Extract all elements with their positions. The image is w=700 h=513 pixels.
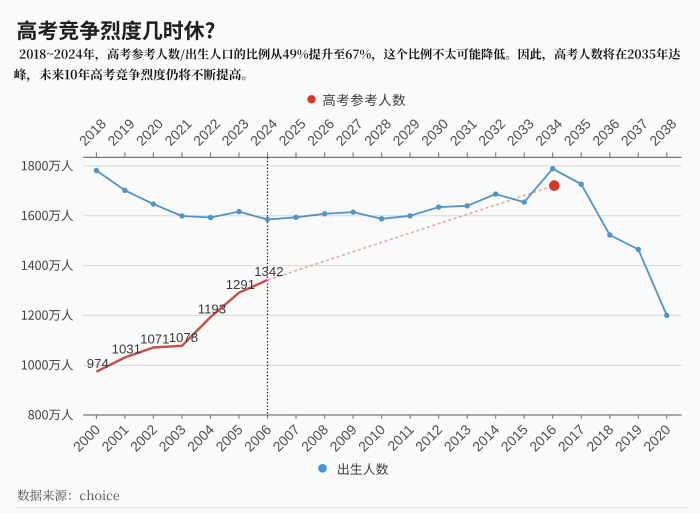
svg-text:2023: 2023 [218, 115, 251, 148]
svg-text:2020: 2020 [640, 421, 673, 454]
svg-text:2012: 2012 [412, 421, 445, 454]
svg-text:2020: 2020 [133, 115, 166, 148]
svg-text:2028: 2028 [361, 115, 394, 148]
svg-text:2011: 2011 [384, 421, 417, 454]
svg-text:2004: 2004 [184, 421, 217, 454]
svg-text:2033: 2033 [504, 115, 537, 148]
svg-text:2016: 2016 [526, 421, 559, 454]
svg-text:2000: 2000 [70, 421, 103, 454]
svg-text:2019: 2019 [104, 115, 137, 148]
svg-text:1071: 1071 [140, 332, 169, 347]
svg-text:2018: 2018 [583, 421, 616, 454]
svg-text:2037: 2037 [618, 115, 651, 148]
svg-text:1193: 1193 [198, 301, 226, 316]
svg-text:2014: 2014 [469, 421, 502, 454]
svg-text:2034: 2034 [532, 115, 565, 148]
svg-text:2036: 2036 [589, 115, 622, 148]
svg-text:1078: 1078 [169, 330, 198, 345]
svg-text:974: 974 [87, 356, 109, 371]
svg-text:2013: 2013 [441, 421, 474, 454]
svg-text:2024: 2024 [247, 115, 280, 148]
svg-text:2038: 2038 [646, 115, 679, 148]
svg-text:2007: 2007 [269, 421, 302, 454]
svg-text:2017: 2017 [555, 421, 588, 454]
svg-text:2031: 2031 [447, 115, 480, 148]
svg-text:2009: 2009 [326, 421, 359, 454]
svg-text:2010: 2010 [355, 421, 388, 454]
svg-text:2026: 2026 [304, 115, 337, 148]
svg-text:2015: 2015 [498, 421, 531, 454]
svg-text:2022: 2022 [190, 115, 223, 148]
svg-text:2001: 2001 [98, 421, 131, 454]
svg-text:2018: 2018 [76, 115, 109, 148]
svg-text:2027: 2027 [332, 115, 365, 148]
svg-text:2035: 2035 [561, 115, 594, 148]
svg-text:2008: 2008 [298, 421, 331, 454]
svg-text:2019: 2019 [612, 421, 645, 454]
svg-text:2021: 2021 [161, 115, 194, 148]
svg-text:2032: 2032 [475, 115, 508, 148]
svg-text:2006: 2006 [241, 421, 274, 454]
svg-text:1031: 1031 [112, 342, 141, 357]
svg-text:2005: 2005 [212, 421, 245, 454]
svg-text:2029: 2029 [389, 115, 422, 148]
svg-text:1291: 1291 [226, 277, 255, 292]
svg-text:2002: 2002 [127, 421, 160, 454]
svg-text:2025: 2025 [275, 115, 308, 148]
svg-text:2030: 2030 [418, 115, 451, 148]
svg-text:2003: 2003 [155, 421, 188, 454]
svg-text:1342: 1342 [254, 264, 283, 279]
